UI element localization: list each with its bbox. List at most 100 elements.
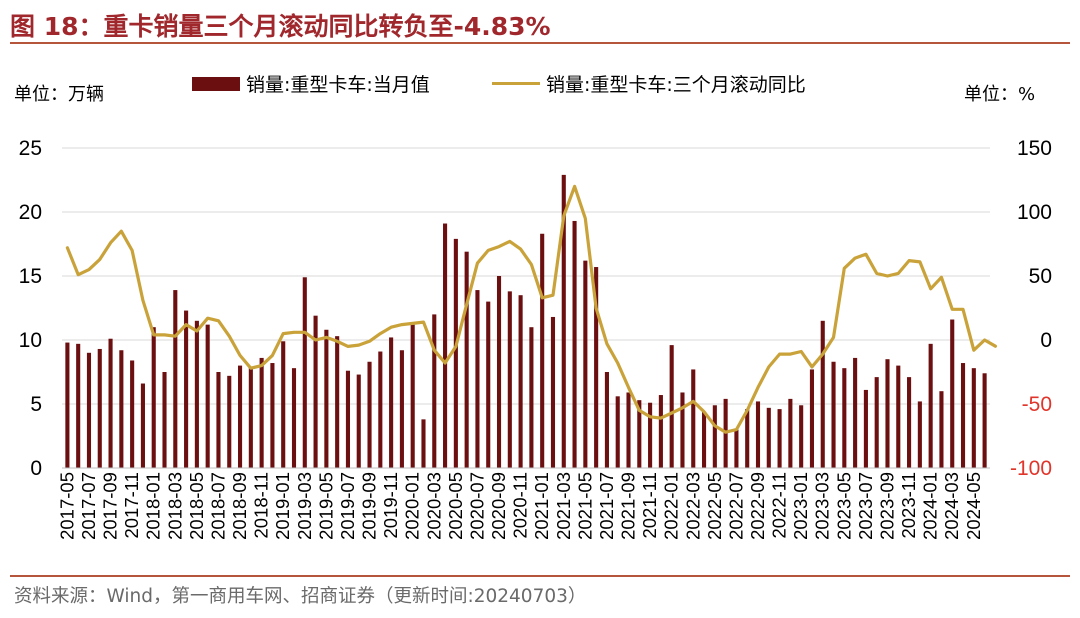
x-tick-label: 2023-11 [898, 472, 919, 539]
bar [691, 369, 696, 468]
bar [529, 327, 534, 468]
bar [237, 365, 243, 468]
bar [151, 327, 156, 468]
x-tick-label: 2021-01 [531, 472, 552, 540]
bar [410, 324, 415, 468]
bar [162, 372, 167, 468]
bar [184, 310, 189, 468]
bar [896, 365, 901, 468]
x-tick-label: 2024-01 [920, 472, 941, 540]
bar [270, 363, 275, 468]
bar [928, 343, 933, 468]
bar [227, 375, 232, 468]
x-tick-label: 2019-07 [337, 472, 358, 540]
x-tick-label: 2020-09 [488, 472, 509, 540]
bar [820, 320, 825, 468]
x-tick-label: 2018-03 [164, 472, 185, 540]
bar [615, 396, 620, 468]
source-rule [10, 575, 1070, 577]
bar [486, 301, 491, 468]
bar [302, 277, 307, 468]
bar [831, 361, 836, 468]
x-tick-label: 2024-03 [941, 472, 962, 540]
x-tick-label: 2017-07 [78, 472, 99, 540]
bar [842, 368, 847, 468]
x-tick-label: 2022-09 [747, 472, 768, 540]
bar [496, 276, 502, 468]
x-tick-label: 2023-03 [812, 472, 833, 540]
x-tick-label: 2021-09 [618, 472, 639, 540]
bar [259, 357, 264, 468]
x-tick-label: 2022-01 [661, 472, 682, 540]
bar [982, 373, 987, 468]
y-left-tick-label: 25 [19, 137, 42, 160]
y-right-tick-label: -50 [1022, 393, 1052, 416]
bar [335, 336, 340, 468]
bar [518, 295, 523, 468]
bar [421, 419, 426, 468]
bar [389, 337, 394, 468]
x-tick-label: 2018-05 [186, 472, 207, 540]
left-axis-unit: 单位：万辆 [14, 84, 104, 105]
x-tick-label: 2019-01 [272, 472, 293, 540]
bar [648, 402, 653, 468]
bar [669, 345, 674, 468]
bar [594, 267, 599, 468]
chart-title: 图 18：重卡销量三个月滚动同比转负至-4.83% [10, 12, 551, 41]
bar [788, 398, 793, 468]
bar [76, 343, 81, 468]
bar [712, 405, 717, 468]
bar [216, 372, 221, 468]
bar [583, 260, 588, 468]
bar [475, 290, 480, 468]
bar [734, 429, 739, 468]
x-tick-label: 2021-05 [574, 472, 595, 540]
x-tick-label: 2020-07 [466, 472, 487, 540]
x-tick-label: 2017-05 [56, 472, 77, 540]
bar [507, 291, 512, 468]
bar [907, 377, 912, 468]
y-left-tick-label: 15 [19, 265, 42, 288]
bar [917, 401, 922, 468]
bar [540, 233, 545, 468]
bar [194, 320, 199, 468]
line-series-rolling-yoy [65, 184, 998, 434]
bar [572, 220, 577, 468]
bar [809, 369, 815, 468]
bar [453, 238, 458, 468]
bar [432, 314, 437, 468]
x-tick-label: 2020-01 [402, 472, 423, 540]
bar [281, 341, 286, 468]
x-tick-label: 2022-07 [725, 472, 746, 540]
legend-line-label: 销量:重型卡车:三个月滚动同比 [546, 74, 806, 96]
y-right-tick-label: 0 [1040, 329, 1052, 352]
bar [853, 357, 858, 468]
bar [550, 316, 556, 468]
bar [313, 315, 318, 468]
bar [777, 409, 782, 468]
x-tick-label: 2023-05 [833, 472, 854, 540]
bar [885, 359, 890, 468]
bar [119, 350, 124, 468]
bar [356, 374, 361, 468]
bar [173, 290, 178, 468]
y-left-tick-label: 5 [30, 393, 42, 416]
x-tick-label: 2020-11 [510, 472, 531, 539]
bar [626, 392, 631, 468]
x-tick-label: 2021-07 [596, 472, 617, 540]
y-right-tick-label: -100 [1010, 457, 1052, 480]
bar [324, 329, 329, 468]
bar [65, 342, 70, 468]
bar [130, 360, 135, 468]
bar [140, 383, 145, 468]
x-tick-label: 2017-11 [121, 472, 142, 539]
bar [205, 324, 210, 468]
x-tick-label: 2020-05 [445, 472, 466, 540]
title-rule [10, 42, 1070, 44]
bar [367, 361, 372, 468]
x-tick-label: 2019-03 [294, 472, 315, 540]
bar [680, 392, 685, 468]
x-tick-label: 2019-05 [315, 472, 336, 540]
y-left-tick-label: 0 [30, 457, 42, 480]
source-note: 资料来源：Wind，第一商用车网、招商证券（更新时间:20240703） [14, 586, 587, 607]
